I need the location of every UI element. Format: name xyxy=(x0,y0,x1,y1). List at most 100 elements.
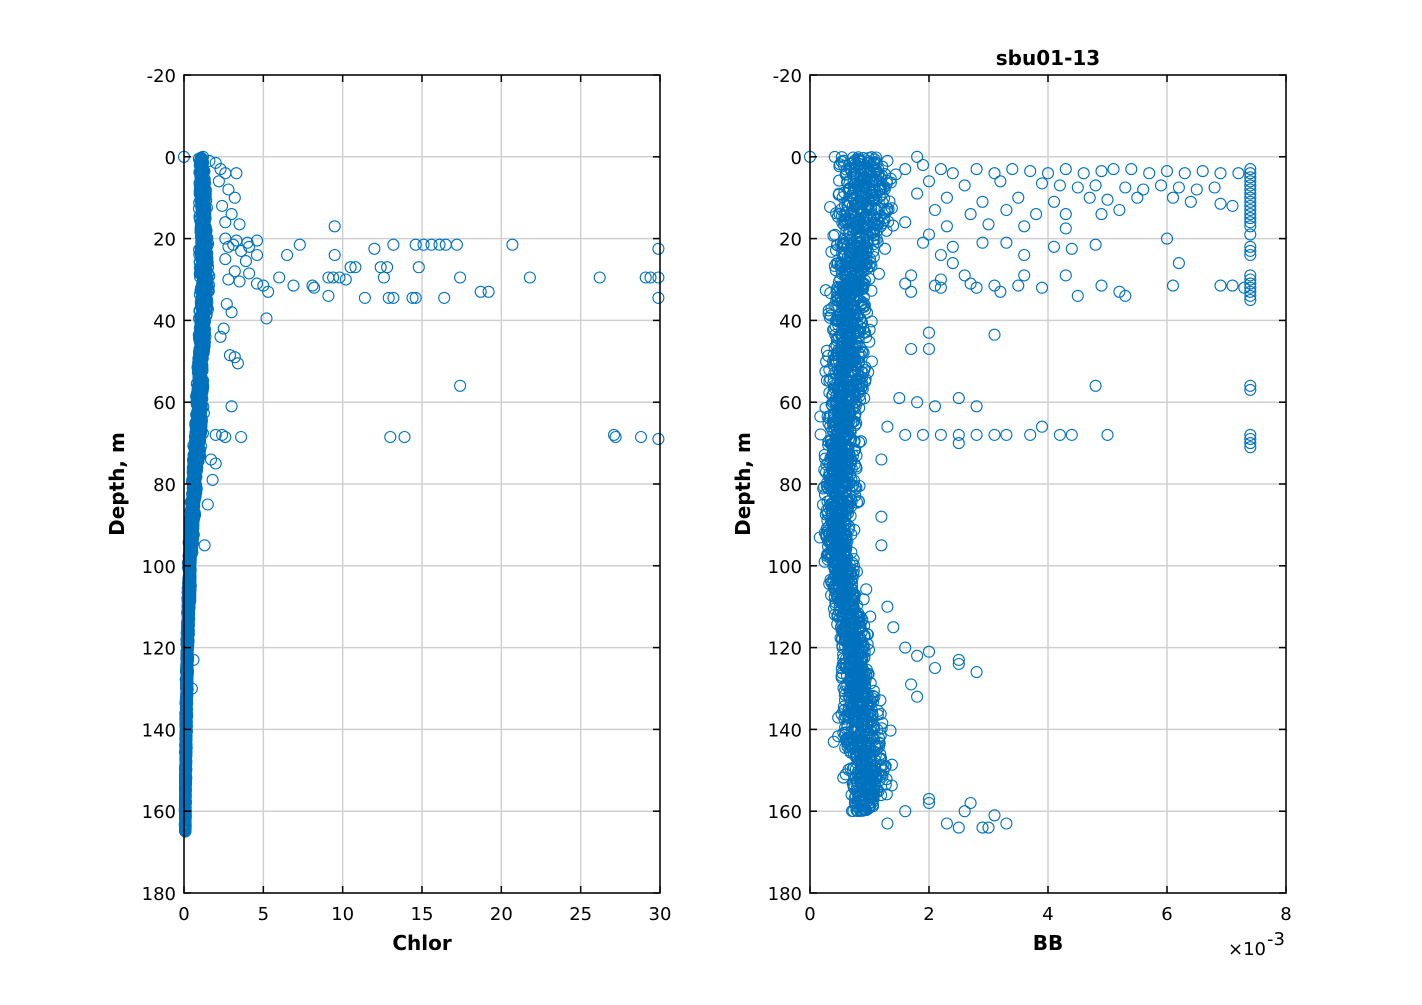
data-point xyxy=(837,521,850,534)
data-point xyxy=(228,191,241,204)
data-point xyxy=(322,289,335,302)
x-tick-label: 30 xyxy=(649,904,672,925)
data-point xyxy=(828,539,841,552)
x-axis-label: Chlor xyxy=(392,931,452,955)
data-point xyxy=(868,690,881,703)
data-point xyxy=(287,279,300,292)
data-point xyxy=(899,641,912,654)
data-point xyxy=(381,261,394,274)
data-point xyxy=(644,271,657,284)
data-point xyxy=(652,291,665,304)
data-point xyxy=(1024,165,1037,178)
data-point xyxy=(250,248,264,262)
data-point xyxy=(1214,279,1227,292)
data-point xyxy=(209,156,222,169)
data-point xyxy=(333,271,346,284)
data-point xyxy=(840,460,853,473)
data-point xyxy=(344,261,357,274)
data-point xyxy=(827,384,840,397)
data-point xyxy=(934,281,947,294)
data-point xyxy=(1030,208,1043,221)
data-point xyxy=(180,703,193,716)
data-point xyxy=(439,238,452,251)
data-point xyxy=(855,690,868,703)
data-point xyxy=(181,668,194,681)
data-point xyxy=(181,650,194,663)
data-point xyxy=(1053,428,1066,441)
data-point xyxy=(216,199,229,212)
data-point xyxy=(858,749,871,762)
data-point xyxy=(192,396,205,409)
data-point xyxy=(867,157,880,170)
data-point xyxy=(952,428,965,441)
data-point xyxy=(1035,177,1049,190)
data-point xyxy=(197,215,210,228)
data-point xyxy=(450,238,463,251)
data-point xyxy=(928,661,942,675)
data-point xyxy=(185,502,198,515)
data-point xyxy=(1018,269,1031,282)
data-point xyxy=(846,192,859,205)
data-point xyxy=(832,315,845,328)
data-point xyxy=(854,321,867,334)
x-tick-label: 5 xyxy=(258,904,269,925)
data-point xyxy=(946,240,959,253)
data-point xyxy=(1226,199,1239,212)
data-point xyxy=(179,790,192,803)
data-point xyxy=(250,277,264,290)
data-point xyxy=(1244,228,1257,241)
data-point xyxy=(1190,183,1203,196)
data-point xyxy=(652,271,665,284)
data-point xyxy=(853,341,866,354)
data-point xyxy=(853,375,866,389)
x-tick-label: 15 xyxy=(411,904,434,925)
data-point xyxy=(262,285,275,298)
data-point xyxy=(940,220,953,233)
data-point xyxy=(387,238,400,251)
data-point xyxy=(387,291,400,304)
data-point xyxy=(833,158,846,171)
data-point xyxy=(1083,191,1096,204)
data-point xyxy=(934,248,947,262)
data-point xyxy=(1035,420,1049,433)
data-point xyxy=(846,358,859,371)
data-point xyxy=(861,154,875,168)
data-point xyxy=(1125,163,1138,176)
data-point xyxy=(828,322,841,335)
y-tick-label: 80 xyxy=(779,475,802,496)
data-point xyxy=(1047,195,1061,208)
data-point xyxy=(881,817,894,830)
data-point xyxy=(847,662,860,675)
data-point xyxy=(181,603,194,616)
data-point xyxy=(260,312,273,325)
data-point xyxy=(184,583,197,596)
y-tick-label: -20 xyxy=(147,66,176,87)
data-point xyxy=(219,216,232,229)
data-point xyxy=(922,228,936,241)
data-point xyxy=(911,649,924,662)
data-point xyxy=(857,255,870,268)
data-point xyxy=(928,400,942,413)
data-point xyxy=(220,297,233,311)
data-point xyxy=(899,428,912,441)
data-point xyxy=(881,600,894,613)
data-point xyxy=(849,746,862,759)
data-point xyxy=(867,173,880,186)
data-point xyxy=(946,257,959,270)
data-point xyxy=(349,261,362,274)
data-point xyxy=(192,437,205,450)
data-point xyxy=(197,296,210,309)
data-point xyxy=(1000,428,1013,441)
data-point xyxy=(911,396,924,409)
data-point xyxy=(1107,163,1120,176)
data-point xyxy=(454,271,467,284)
data-point xyxy=(819,365,832,378)
data-point xyxy=(358,291,371,304)
data-point xyxy=(870,193,883,207)
scatter-series xyxy=(803,150,1257,834)
data-point xyxy=(412,261,425,274)
data-point xyxy=(593,271,606,284)
y-tick-label: 20 xyxy=(779,230,802,251)
data-point xyxy=(836,216,849,229)
data-point xyxy=(856,689,869,702)
